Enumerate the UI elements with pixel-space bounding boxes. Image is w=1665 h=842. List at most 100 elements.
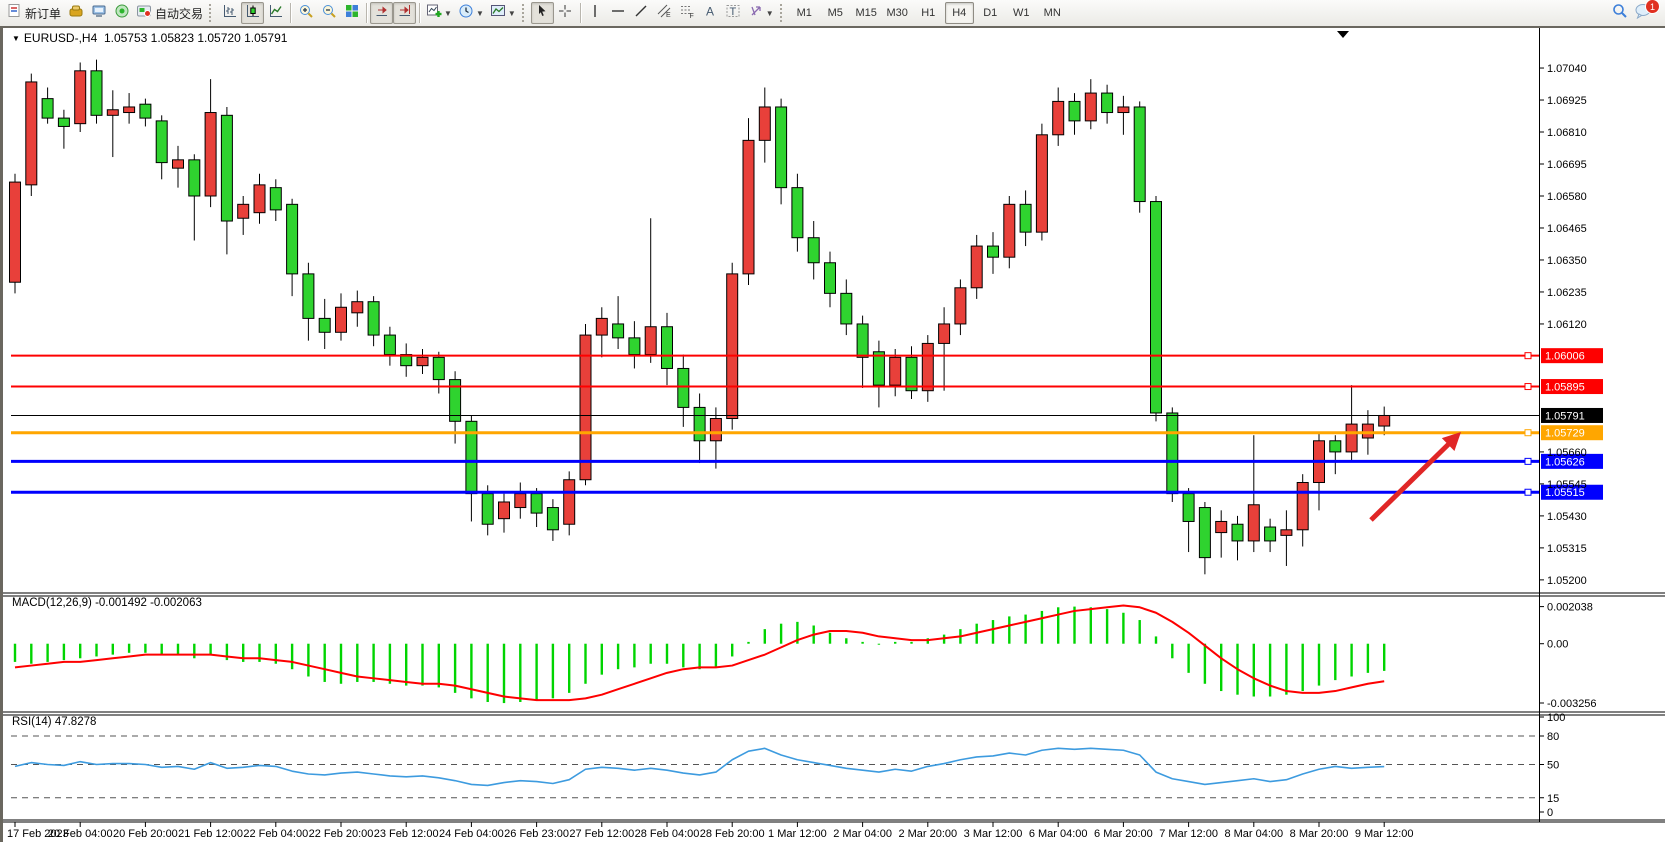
svg-text:1.05515: 1.05515 <box>1545 487 1585 499</box>
dropdown-caret-icon: ▼ <box>507 8 516 18</box>
candlestick-chart-button[interactable] <box>241 2 265 24</box>
svg-text:1.06925: 1.06925 <box>1547 95 1587 107</box>
svg-text:0: 0 <box>1547 807 1553 819</box>
auto-trading-icon <box>136 3 152 24</box>
timeframe-d1[interactable]: D1 <box>983 7 998 19</box>
timeframe-m15[interactable]: M15 <box>855 7 877 19</box>
timeframe-w1[interactable]: W1 <box>1012 7 1030 19</box>
zoom-out-button[interactable] <box>317 2 340 24</box>
timeframe-mn[interactable]: MN <box>1043 7 1061 19</box>
svg-text:1.06235: 1.06235 <box>1547 287 1587 299</box>
periods-button[interactable]: ▼ <box>455 2 487 24</box>
tile-windows-button[interactable] <box>340 2 363 24</box>
trendline-button[interactable] <box>630 2 653 24</box>
toolbar-separator <box>419 3 421 23</box>
timeframe-h4[interactable]: H4 <box>944 2 974 24</box>
signal-button[interactable] <box>110 2 133 24</box>
main-toolbar: 新订单 自动交易 <box>0 0 1665 27</box>
toolbar-right-tools: 1 <box>1608 0 1660 24</box>
svg-text:9 Mar 12:00: 9 Mar 12:00 <box>1355 828 1414 840</box>
indicators-button[interactable]: ▼ <box>423 2 455 24</box>
svg-text:E: E <box>666 12 671 19</box>
svg-text:28 Feb 20:00: 28 Feb 20:00 <box>700 828 765 840</box>
chart-title-symbol: EURUSD-,H4 <box>23 31 98 45</box>
svg-text:15: 15 <box>1547 793 1559 805</box>
profile-icon <box>68 3 84 24</box>
svg-text:1.06695: 1.06695 <box>1547 159 1587 171</box>
toolbar-separator <box>579 3 581 23</box>
svg-text:22 Feb 20:00: 22 Feb 20:00 <box>309 828 374 840</box>
symbol-dropdown-icon[interactable]: ▼ <box>12 34 20 43</box>
fibonacci-icon: F <box>679 3 695 24</box>
auto-scroll-button[interactable] <box>370 2 394 24</box>
terminal-button[interactable] <box>87 2 110 24</box>
text-label-button[interactable]: T <box>722 2 745 24</box>
templates-icon <box>490 3 506 24</box>
svg-text:1.05791: 1.05791 <box>1545 410 1585 422</box>
timeframe-m30[interactable]: M30 <box>886 7 908 19</box>
toolbar-separator <box>290 3 292 23</box>
search-button[interactable] <box>1608 2 1631 24</box>
svg-text:F: F <box>690 13 694 19</box>
line-chart-button[interactable] <box>264 2 287 24</box>
candlestick-chart-icon <box>245 3 261 24</box>
timeframe-m1[interactable]: M1 <box>796 7 812 19</box>
crosshair-button[interactable] <box>554 2 577 24</box>
notifications-button[interactable]: 1 <box>1631 0 1660 24</box>
svg-text:2 Mar 04:00: 2 Mar 04:00 <box>833 828 892 840</box>
vertical-line-icon <box>587 3 603 24</box>
svg-text:1.06580: 1.06580 <box>1547 191 1587 203</box>
svg-text:2 Mar 20:00: 2 Mar 20:00 <box>898 828 957 840</box>
chart-shift-button[interactable] <box>393 2 417 24</box>
trendline-icon <box>633 3 649 24</box>
toolbar-grip <box>779 4 786 22</box>
chart-title-ohlc: 1.05753 1.05823 1.05720 1.05791 <box>103 31 288 45</box>
horizontal-line-button[interactable] <box>607 2 630 24</box>
profile-button[interactable] <box>64 2 87 24</box>
dropdown-caret-icon: ▼ <box>765 8 774 18</box>
fibonacci-button[interactable]: F <box>676 2 699 24</box>
cursor-icon <box>534 3 550 24</box>
svg-text:1.06120: 1.06120 <box>1547 319 1587 331</box>
crosshair-icon <box>557 3 573 24</box>
svg-text:1.05430: 1.05430 <box>1547 511 1587 523</box>
terminal-icon <box>91 3 107 24</box>
timeframe-m5[interactable]: M5 <box>827 7 843 19</box>
equidistant-channel-icon: E <box>656 3 672 24</box>
svg-text:21 Feb 12:00: 21 Feb 12:00 <box>178 828 243 840</box>
svg-text:6 Mar 04:00: 6 Mar 04:00 <box>1029 828 1088 840</box>
bar-chart-icon <box>222 3 238 24</box>
svg-text:3 Mar 12:00: 3 Mar 12:00 <box>964 828 1023 840</box>
toolbar-grip <box>521 4 528 22</box>
line-chart-icon <box>268 3 284 24</box>
cursor-button[interactable] <box>530 2 554 24</box>
svg-text:20 Feb 04:00: 20 Feb 04:00 <box>48 828 113 840</box>
dropdown-caret-icon: ▼ <box>444 8 452 18</box>
svg-text:50: 50 <box>1547 760 1559 772</box>
templates-button[interactable]: ▼ <box>487 2 519 24</box>
zoom-in-button[interactable] <box>294 2 317 24</box>
timeframe-h1[interactable]: H1 <box>921 7 936 19</box>
signal-icon <box>114 3 130 24</box>
svg-text:1.06465: 1.06465 <box>1547 223 1587 235</box>
svg-text:1.06350: 1.06350 <box>1547 255 1587 267</box>
chart-title[interactable]: ▼ EURUSD-,H4 1.05753 1.05823 1.05720 1.05… <box>12 31 287 45</box>
equidistant-channel-button[interactable]: E <box>653 2 676 24</box>
svg-text:24 Feb 04:00: 24 Feb 04:00 <box>439 828 504 840</box>
new-order-label: 新订单 <box>25 6 62 21</box>
text-button[interactable]: A <box>699 2 722 24</box>
periods-icon <box>458 3 474 24</box>
vertical-line-button[interactable] <box>584 2 607 24</box>
bar-chart-button[interactable] <box>218 2 241 24</box>
price-chart[interactable]: 1.06006 1.05895 1.05791 1.05729 1.05626 1.055… <box>3 28 1665 842</box>
chart-shift-icon <box>397 3 413 24</box>
arrows-button[interactable]: ▼ <box>745 2 777 24</box>
svg-text:1.05895: 1.05895 <box>1545 382 1585 394</box>
text-icon: A <box>702 3 718 24</box>
dropdown-caret-icon: ▼ <box>475 8 484 18</box>
auto-trading-button[interactable]: 自动交易 <box>133 2 206 24</box>
new-order-button[interactable]: 新订单 <box>4 2 64 24</box>
svg-text:8 Mar 20:00: 8 Mar 20:00 <box>1290 828 1349 840</box>
svg-text:1.07040: 1.07040 <box>1547 63 1587 75</box>
